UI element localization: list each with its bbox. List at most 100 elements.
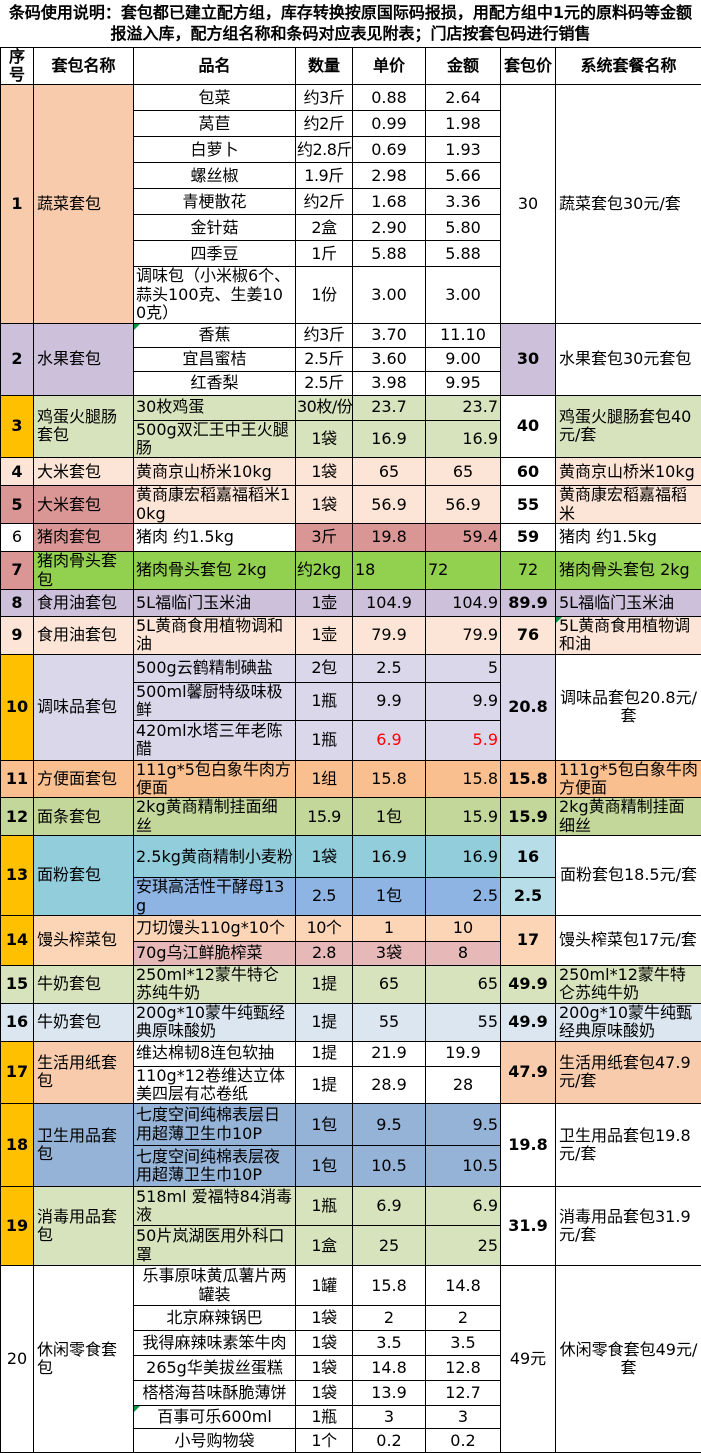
quantity: 1袋 (296, 1381, 353, 1406)
package-name: 蔬菜套包 (34, 85, 134, 323)
amount: 9.95 (426, 371, 501, 395)
quantity: 1壶 (296, 589, 353, 616)
amount: 2.64 (426, 85, 501, 111)
quantity: 1提 (296, 1003, 353, 1041)
quantity: 1瓶 (296, 720, 353, 760)
amount: 72 (426, 552, 501, 590)
amount: 25 (426, 1226, 501, 1266)
unit-price: 9.9 (353, 682, 426, 720)
quantity: 1份 (296, 267, 353, 323)
amount: 55 (426, 1003, 501, 1041)
package-price: 30 (501, 323, 556, 395)
product-name: 宜昌蜜桔 (134, 347, 296, 371)
amount: 0.2 (426, 1429, 501, 1453)
product-name: 调味包（小米椒6个、蒜头100克、生姜100克） (134, 267, 296, 323)
product-name: 50片岚湖医用外科口罩 (134, 1226, 296, 1266)
amount: 11.10 (426, 323, 501, 347)
package-price: 15.9 (501, 798, 556, 836)
quantity: 2.5斤 (296, 371, 353, 395)
unit-price: 21.9 (353, 1041, 426, 1066)
unit-price: 0.2 (353, 1429, 426, 1453)
unit-price: 3.00 (353, 267, 426, 323)
serial-number: 16 (1, 1003, 34, 1041)
amount: 8 (426, 942, 501, 966)
product-name: 猪肉骨头套包 2kg (134, 552, 296, 590)
quantity: 约2.8斤 (296, 137, 353, 163)
system-package-name: 2kg黄商精制挂面细丝 (556, 798, 701, 836)
package-price: 15.8 (501, 760, 556, 798)
product-name: 四季豆 (134, 241, 296, 267)
quantity: 2.8 (296, 942, 353, 966)
amount: 5 (426, 654, 501, 682)
unit-price: 23.7 (353, 395, 426, 420)
package-price: 31.9 (501, 1187, 556, 1266)
serial-number: 1 (1, 85, 34, 323)
quantity: 1壶 (296, 616, 353, 654)
unit-price: 10.5 (353, 1146, 426, 1187)
unit-price: 15.8 (353, 760, 426, 798)
package-price: 47.9 (501, 1041, 556, 1104)
product-name: 518ml 爱福特84消毒液 (134, 1187, 296, 1226)
col-header-0: 序号 (1, 47, 34, 85)
unit-price: 79.9 (353, 616, 426, 654)
serial-number: 14 (1, 916, 34, 966)
col-header-2: 品名 (134, 47, 296, 85)
package-price: 20.8 (501, 654, 556, 760)
unit-price: 3袋 (353, 942, 426, 966)
system-package-name: 黄商康宏稻嘉福稻米 (556, 486, 701, 524)
unit-price: 14.8 (353, 1356, 426, 1381)
product-name: 榙榙海苔味酥脆薄饼 (134, 1381, 296, 1406)
product-name: 500ml馨厨特级味极鲜 (134, 682, 296, 720)
unit-price: 5.88 (353, 241, 426, 267)
col-header-3: 数量 (296, 47, 353, 85)
amount: 3 (426, 1406, 501, 1429)
quantity: 1瓶 (296, 682, 353, 720)
quantity: 1袋 (296, 836, 353, 878)
unit-price: 1包 (353, 878, 426, 916)
col-header-5: 金额 (426, 47, 501, 85)
package-price: 49.9 (501, 966, 556, 1004)
unit-price: 6.9 (353, 720, 426, 760)
col-header-4: 单价 (353, 47, 426, 85)
package-name: 方便面套包 (34, 760, 134, 798)
amount: 16.9 (426, 836, 501, 878)
package-price: 17 (501, 916, 556, 966)
unit-price: 56.9 (353, 486, 426, 524)
serial-number: 15 (1, 966, 34, 1004)
unit-price: 18 (353, 552, 426, 590)
system-package-name: 水果套包30元套包 (556, 323, 701, 395)
package-price: 60 (501, 458, 556, 486)
package-price: 76 (501, 616, 556, 654)
quantity: 约3斤 (296, 85, 353, 111)
amount: 104.9 (426, 589, 501, 616)
unit-price: 1.68 (353, 189, 426, 215)
system-package-name: 250ml*12蒙牛特仑苏纯牛奶 (556, 966, 701, 1004)
quantity: 30枚/份 (296, 395, 353, 420)
package-name: 食用油套包 (34, 589, 134, 616)
product-name: 红香梨 (134, 371, 296, 395)
unit-price: 15.8 (353, 1266, 426, 1306)
product-name: 金针菇 (134, 215, 296, 241)
serial-number: 5 (1, 486, 34, 524)
serial-number: 20 (1, 1266, 34, 1453)
serial-number: 7 (1, 552, 34, 590)
product-name: 小号购物袋 (134, 1429, 296, 1453)
amount: 12.8 (426, 1356, 501, 1381)
amount: 56.9 (426, 486, 501, 524)
col-header-7: 系统套餐名称 (556, 47, 701, 85)
unit-price: 0.88 (353, 85, 426, 111)
quantity: 1提 (296, 966, 353, 1004)
amount: 2.5 (426, 878, 501, 916)
unit-price: 13.9 (353, 1381, 426, 1406)
package-name: 食用油套包 (34, 616, 134, 654)
product-name: 420ml水塔三年老陈醋 (134, 720, 296, 760)
quantity: 10个 (296, 916, 353, 942)
product-name: 110g*12卷维达立体美四层有芯卷纸 (134, 1066, 296, 1104)
